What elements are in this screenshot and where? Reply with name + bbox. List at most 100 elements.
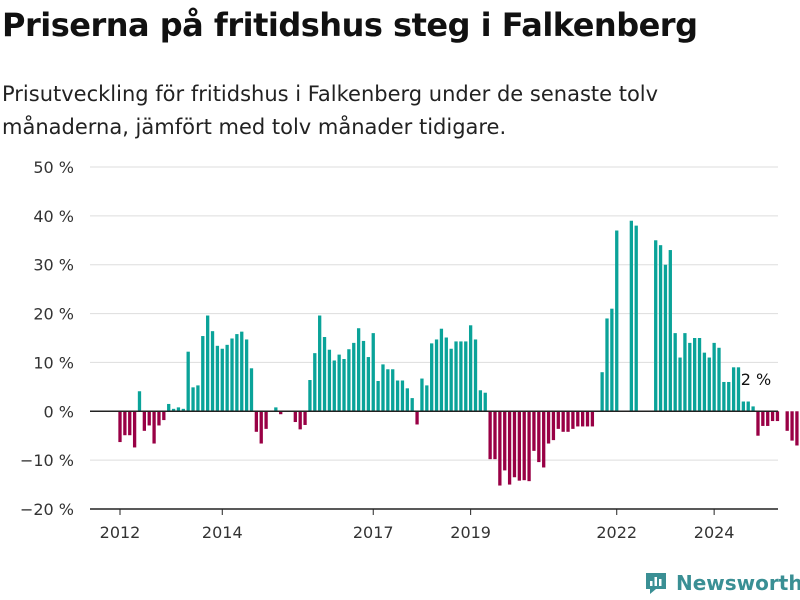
x-axis-ticks: 2012 2014 2017 2019 2022 2024 bbox=[100, 509, 735, 542]
bar bbox=[274, 407, 278, 412]
y-tick-label: 0 % bbox=[44, 402, 74, 421]
bar bbox=[298, 411, 302, 430]
bar bbox=[551, 411, 556, 441]
bar bbox=[254, 411, 259, 432]
bar bbox=[532, 411, 536, 451]
bar bbox=[176, 407, 181, 412]
bar bbox=[707, 357, 711, 412]
bar bbox=[147, 411, 151, 426]
bar bbox=[571, 411, 575, 429]
bar bbox=[468, 325, 473, 412]
bar bbox=[478, 390, 483, 412]
y-tick-label: 30 % bbox=[33, 256, 74, 275]
bar bbox=[663, 264, 668, 412]
bar bbox=[517, 411, 521, 481]
bar bbox=[751, 406, 755, 412]
bar bbox=[157, 411, 161, 426]
newsworthy-logo-icon bbox=[646, 573, 666, 594]
bar bbox=[566, 411, 570, 432]
bar bbox=[132, 411, 137, 448]
bar bbox=[736, 367, 741, 412]
x-tick-label: 2024 bbox=[694, 523, 735, 542]
bar bbox=[381, 364, 385, 412]
bar bbox=[210, 331, 215, 412]
bar bbox=[527, 411, 531, 482]
bar bbox=[128, 411, 132, 436]
x-tick-label: 2012 bbox=[100, 523, 141, 542]
bar bbox=[206, 315, 210, 412]
y-tick-label: −10 % bbox=[20, 451, 74, 470]
bar bbox=[318, 315, 322, 412]
bar bbox=[376, 380, 380, 412]
bar bbox=[405, 388, 409, 412]
bar bbox=[493, 411, 497, 460]
bar bbox=[322, 337, 327, 412]
bar bbox=[240, 331, 244, 412]
bar bbox=[785, 411, 789, 431]
bar bbox=[561, 411, 565, 432]
bar bbox=[722, 381, 726, 412]
bar bbox=[371, 333, 375, 412]
data-label: 2 % bbox=[741, 370, 771, 389]
bar bbox=[522, 411, 526, 481]
bar bbox=[201, 336, 205, 412]
bar bbox=[761, 411, 765, 426]
bar bbox=[576, 411, 580, 427]
bar bbox=[449, 348, 453, 412]
bar bbox=[795, 411, 799, 446]
brand: Newsworthy bbox=[644, 568, 800, 598]
y-tick-label: 20 % bbox=[33, 305, 74, 324]
bar bbox=[444, 337, 448, 412]
bar bbox=[366, 357, 371, 412]
bar bbox=[118, 411, 122, 443]
bar bbox=[746, 401, 750, 412]
x-tick-label: 2014 bbox=[202, 523, 243, 542]
bar bbox=[361, 340, 366, 412]
bar bbox=[186, 351, 190, 412]
chart-title: Priserna på fritidshus steg i Falkenberg bbox=[2, 6, 698, 44]
x-tick-label: 2017 bbox=[353, 523, 394, 542]
bar bbox=[356, 328, 361, 412]
bar bbox=[658, 245, 663, 412]
bar bbox=[678, 357, 682, 412]
bar bbox=[537, 411, 541, 463]
bar bbox=[459, 341, 463, 412]
bar bbox=[600, 372, 604, 412]
bar bbox=[235, 334, 239, 412]
bar bbox=[590, 411, 595, 427]
bar bbox=[727, 381, 731, 412]
bar bbox=[196, 385, 200, 412]
bar bbox=[439, 328, 444, 412]
bar bbox=[454, 341, 458, 412]
y-tick-label: 50 % bbox=[33, 158, 74, 177]
bar bbox=[741, 401, 746, 412]
bar bbox=[303, 411, 307, 425]
bar bbox=[503, 411, 507, 471]
bar bbox=[171, 408, 176, 412]
bar bbox=[137, 391, 142, 412]
bar bbox=[244, 339, 249, 412]
bar bbox=[420, 378, 424, 412]
bar bbox=[386, 369, 390, 412]
brand-name: Newsworthy bbox=[676, 571, 800, 595]
bar bbox=[293, 411, 297, 423]
bar bbox=[512, 411, 517, 478]
bar bbox=[425, 385, 429, 412]
bar bbox=[308, 380, 312, 412]
bar bbox=[391, 369, 395, 412]
bar bbox=[434, 339, 439, 412]
bar bbox=[395, 380, 400, 412]
bar bbox=[770, 411, 775, 422]
x-tick-label: 2019 bbox=[450, 523, 491, 542]
bar bbox=[249, 368, 254, 412]
bar bbox=[225, 344, 229, 412]
bar bbox=[542, 411, 546, 468]
bar bbox=[483, 392, 487, 412]
bar bbox=[279, 411, 283, 415]
bar bbox=[507, 411, 512, 485]
bar bbox=[259, 411, 263, 444]
y-tick-label: −20 % bbox=[20, 500, 74, 519]
bar bbox=[152, 411, 156, 444]
bar bbox=[546, 411, 551, 444]
bar bbox=[415, 411, 419, 425]
